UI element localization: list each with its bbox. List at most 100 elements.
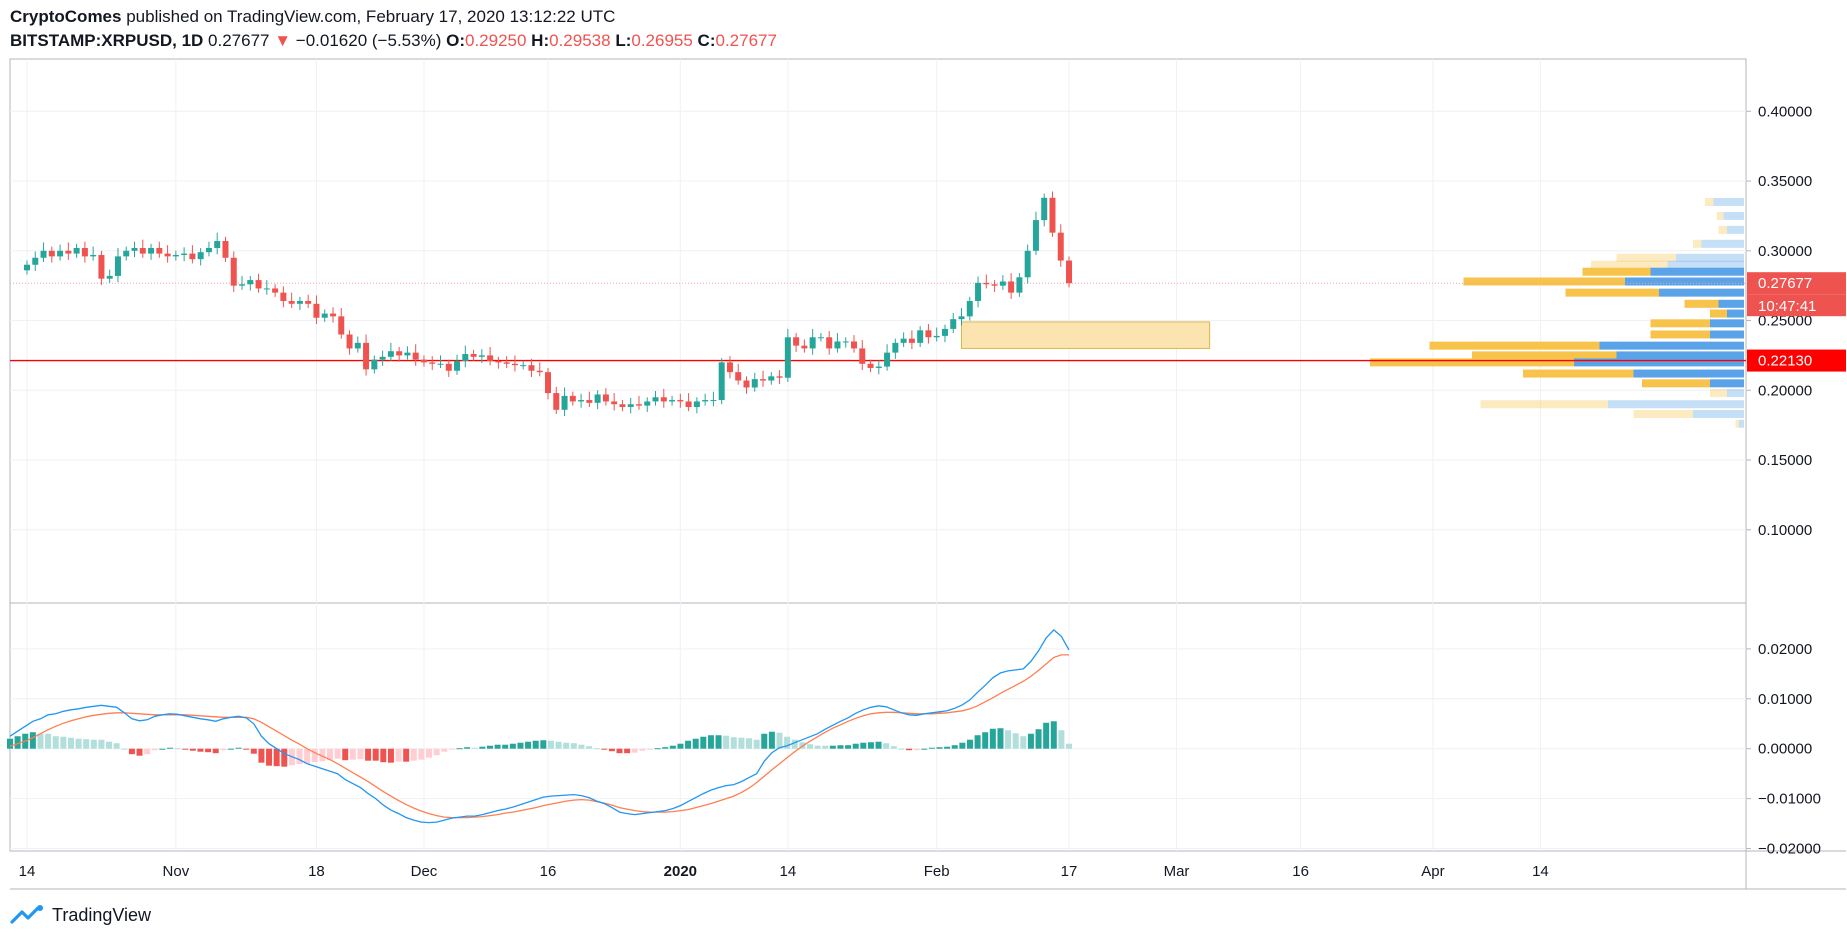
- high-value: 0.29538: [549, 31, 611, 50]
- macd-hist-bar: [776, 732, 783, 749]
- candle-body: [189, 253, 196, 260]
- macd-hist-bar: [601, 748, 608, 750]
- macd-hist-bar: [806, 744, 813, 749]
- down-arrow-icon: ▼: [274, 31, 292, 50]
- last-price: 0.27677: [208, 31, 270, 50]
- vp-up-bar: [1676, 253, 1744, 262]
- macd-hist-bar: [738, 737, 745, 749]
- macd-hist-bar: [304, 748, 311, 764]
- macd-hist-bar: [266, 748, 273, 766]
- vp-up-bar: [1727, 225, 1744, 234]
- candle-body: [363, 342, 370, 370]
- macd-hist-bar: [258, 748, 265, 763]
- macd-hist-bar: [890, 746, 897, 749]
- vp-up-bar: [1574, 358, 1744, 367]
- candle-body: [941, 328, 948, 336]
- macd-hist-bar: [14, 736, 21, 749]
- macd-hist-bar: [1020, 736, 1027, 749]
- candle-body: [48, 250, 55, 257]
- candle-body: [569, 395, 576, 402]
- macd-hist-bar: [349, 748, 356, 760]
- macd-tick-label: −0.01000: [1758, 791, 1821, 808]
- candle-body: [114, 256, 121, 276]
- vp-up-bar: [1718, 299, 1744, 308]
- candle-body: [545, 372, 552, 394]
- macd-hist-bar: [494, 744, 501, 749]
- vp-up-bar: [1659, 288, 1744, 297]
- candle-body: [371, 359, 378, 370]
- price-tick-label: 0.35000: [1758, 173, 1812, 190]
- macd-hist-bar: [128, 748, 135, 755]
- time-tick-label: 14: [19, 863, 36, 880]
- author-name[interactable]: CryptoComes: [10, 7, 122, 26]
- macd-hist-bar: [380, 748, 387, 763]
- signal-line: [9, 654, 1069, 819]
- candle-body: [239, 284, 246, 286]
- candle-body: [156, 248, 163, 254]
- macd-hist-bar: [875, 741, 882, 749]
- last-price-text: 0.27677: [1758, 275, 1812, 292]
- time-axis[interactable]: 14 Nov 18 Dec 16 2020 14 Feb 17 Mar 16 Apr 14: [19, 863, 1549, 880]
- macd-hist-bar: [60, 736, 67, 749]
- macd-hist-bar: [959, 742, 966, 749]
- candle-body: [958, 316, 965, 320]
- macd-hist-bar: [677, 743, 684, 749]
- candles: [24, 191, 1073, 417]
- time-tick-label: 14: [1532, 863, 1549, 880]
- macd-hist-bar: [586, 746, 593, 749]
- candle-body: [1024, 250, 1031, 278]
- candle-body: [1057, 232, 1064, 261]
- time-tick-label: Feb: [924, 863, 950, 880]
- candle-body: [1032, 220, 1039, 251]
- macd-hist-bar: [646, 748, 653, 750]
- macd-hist-bar: [624, 748, 631, 754]
- candle-body: [826, 337, 833, 349]
- macd-hist-bar: [403, 748, 410, 762]
- candle-body: [528, 365, 535, 371]
- macd-hist-bar: [189, 748, 196, 751]
- candle-body: [561, 395, 568, 410]
- macd-hist-bar: [342, 748, 349, 761]
- macd-hist-bar: [471, 747, 478, 749]
- candle-body: [305, 301, 312, 304]
- macd-hist-bar: [1012, 733, 1019, 749]
- macd-hist-bar: [723, 735, 730, 749]
- macd-hist-bar: [525, 741, 532, 749]
- candle-body: [793, 337, 800, 346]
- macd-hist-bar: [296, 748, 303, 765]
- candle-body: [470, 354, 477, 357]
- candle-body: [288, 301, 295, 304]
- candle-body: [900, 338, 907, 343]
- macd-hist-bar: [250, 748, 257, 754]
- candle-body: [536, 370, 543, 373]
- macd-hist-bar: [692, 738, 699, 749]
- vp-up-bar: [1710, 319, 1744, 328]
- candle-body: [346, 334, 353, 349]
- candle-body: [611, 401, 618, 405]
- time-tick-label: Nov: [163, 863, 190, 880]
- symbol-name[interactable]: BITSTAMP:XRPUSD, 1D: [10, 31, 204, 50]
- macd-hist-bar: [509, 743, 516, 749]
- footer-brand[interactable]: TradingView: [52, 904, 152, 925]
- candle-body: [40, 250, 47, 258]
- macd-hist-bar: [746, 738, 753, 749]
- candle-body: [321, 313, 328, 318]
- macd-hist-bar: [1005, 730, 1012, 749]
- candle-body: [503, 362, 510, 364]
- macd-tick-label: 0.02000: [1758, 641, 1812, 658]
- macd-tick-label: 0.00000: [1758, 741, 1812, 758]
- candle-body: [148, 248, 155, 254]
- macd-axis[interactable]: 0.02000 0.01000 0.00000 −0.01000 −0.02000: [1746, 641, 1821, 858]
- macd-hist-bar: [197, 748, 204, 752]
- price-axis[interactable]: 0.40000 0.35000 0.30000 0.25000 0.20000 0.150…: [1746, 103, 1812, 539]
- candle-body: [172, 254, 179, 257]
- macd-hist-bar: [151, 748, 158, 751]
- candle-body: [272, 288, 279, 293]
- vp-down-bar: [1718, 225, 1727, 234]
- price-tick-label: 0.15000: [1758, 452, 1812, 469]
- vp-up-bar: [1599, 341, 1744, 350]
- macd-hist-bar: [982, 732, 989, 749]
- candle-body: [263, 288, 270, 290]
- published-text: published on TradingView.com, February 1…: [126, 7, 616, 26]
